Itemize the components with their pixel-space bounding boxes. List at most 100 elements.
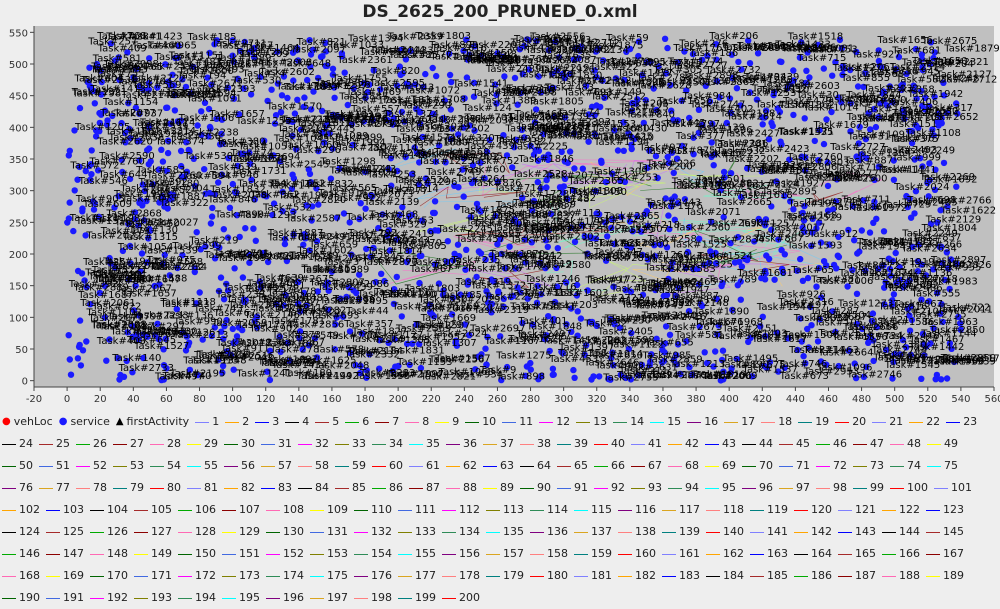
service-point (529, 207, 536, 214)
task-label-clutter: Task#2521 (87, 271, 143, 282)
task-label-clutter: Task#2731 (508, 287, 564, 298)
service-point (671, 193, 678, 200)
task-label-clutter: Task#792 (179, 61, 229, 72)
task-label-clutter: Task#401 (517, 316, 567, 327)
service-point (927, 220, 935, 228)
service-point (477, 159, 484, 166)
legend-line-swatch (530, 531, 544, 533)
task-label-clutter: Task#2595 (369, 78, 425, 89)
task-label-clutter: Task#1608 (823, 95, 879, 106)
legend-label: 164 (811, 547, 832, 560)
service-point (166, 272, 173, 279)
task-label-clutter: Task#1372 (470, 280, 526, 291)
task-label-clutter: Task#1680 (412, 138, 468, 149)
service-point (135, 222, 142, 229)
legend-item-route: 94 (668, 477, 699, 499)
task-label-clutter: Task#2139 (363, 197, 419, 208)
task-label-clutter: Task#2006 (508, 112, 564, 123)
task-label-clutter: Task#1123 (467, 212, 523, 223)
service-point (82, 167, 90, 175)
service-point (393, 236, 400, 243)
y-tick-label: 500 (9, 60, 28, 71)
task-label-clutter: Task#2603 (784, 81, 840, 92)
legend-line-swatch (926, 509, 940, 511)
service-point (918, 87, 925, 95)
service-point (712, 249, 719, 257)
service-point (333, 314, 340, 321)
service-point (346, 328, 354, 335)
service-point (577, 315, 585, 322)
legend-label: 100 (907, 481, 928, 494)
service-point (657, 241, 664, 248)
service-point (315, 201, 322, 208)
legend-item-route: 35 (409, 433, 440, 455)
legend-item-route: 85 (335, 477, 366, 499)
service-point (454, 241, 462, 248)
service-point (639, 291, 647, 299)
task-label-clutter: Task#1510 (75, 216, 131, 227)
task-label-clutter: Task#1468 (492, 210, 548, 221)
task-label-clutter: Task#381 (810, 274, 860, 285)
service-point (727, 109, 735, 117)
task-label-clutter: Task#2073 (357, 190, 413, 201)
task-label-clutter: Task#1180 (143, 179, 199, 190)
service-point (103, 357, 110, 364)
legend-line-swatch (222, 509, 236, 511)
legend-item-route: 56 (224, 455, 255, 477)
task-label-clutter: Task#740 (162, 371, 212, 382)
task-label-clutter: Task#1887 (267, 228, 323, 239)
task-label-clutter: Task#507 (619, 224, 669, 235)
service-point (503, 363, 511, 371)
task-label-clutter: Task#413 (154, 52, 204, 63)
task-label-clutter: Task#873 (856, 114, 906, 125)
task-label-clutter: Task#1241 (236, 368, 292, 379)
service-point (135, 336, 142, 343)
task-label-clutter: Task#1417 (261, 295, 317, 306)
legend-label: 119 (767, 503, 788, 516)
task-label-clutter: Task#1674 (857, 268, 913, 279)
service-point (778, 58, 785, 66)
y-tick-label: 0 (22, 377, 28, 388)
task-label-clutter: Task#739 (506, 84, 556, 95)
service-point (518, 126, 526, 133)
task-label-clutter: Task#821 (296, 37, 346, 48)
task-label-clutter: Task#621 (856, 237, 906, 248)
service-point (643, 208, 650, 215)
task-label-clutter: Task#2859 (646, 354, 702, 365)
service-point (940, 79, 947, 87)
task-label-clutter: Task#1679 (813, 120, 869, 131)
legend-label: 132 (371, 525, 392, 538)
service-point (866, 332, 874, 340)
task-label-clutter: Task#700 (326, 331, 376, 342)
legend-line-swatch (345, 421, 360, 423)
legend-label: 138 (635, 525, 656, 538)
service-point (158, 146, 165, 153)
legend-line-swatch (266, 509, 280, 511)
y-tick-label: 250 (9, 218, 28, 229)
service-point (385, 166, 392, 173)
task-label-clutter: Task#756 (509, 302, 559, 313)
task-label-clutter: Task#646 (209, 170, 259, 181)
legend-item-route: 86 (372, 477, 403, 499)
service-point (685, 308, 693, 315)
service-point (847, 66, 854, 74)
service-point (883, 102, 891, 109)
service-point (900, 284, 907, 291)
task-label-clutter: Task#97 (584, 276, 628, 287)
task-label-clutter: Task#578 (529, 224, 579, 235)
legend-item-route: 194 (178, 587, 216, 609)
task-label-clutter: Task#205 (619, 98, 669, 109)
service-point (838, 44, 845, 52)
legend-label: 56 (241, 459, 255, 472)
service-point (144, 333, 151, 340)
legend-item-route: 150 (178, 543, 216, 565)
task-label-clutter: Task#532 (262, 202, 312, 213)
legend-label: 69 (722, 459, 736, 472)
service-point (625, 345, 633, 353)
service-point (635, 52, 642, 60)
task-label-clutter: Task#15 (226, 250, 270, 261)
legend-item-route: 142 (794, 521, 832, 543)
legend-line-swatch (530, 575, 544, 577)
service-point (568, 328, 575, 335)
task-label-clutter: Task#152 (463, 48, 513, 59)
